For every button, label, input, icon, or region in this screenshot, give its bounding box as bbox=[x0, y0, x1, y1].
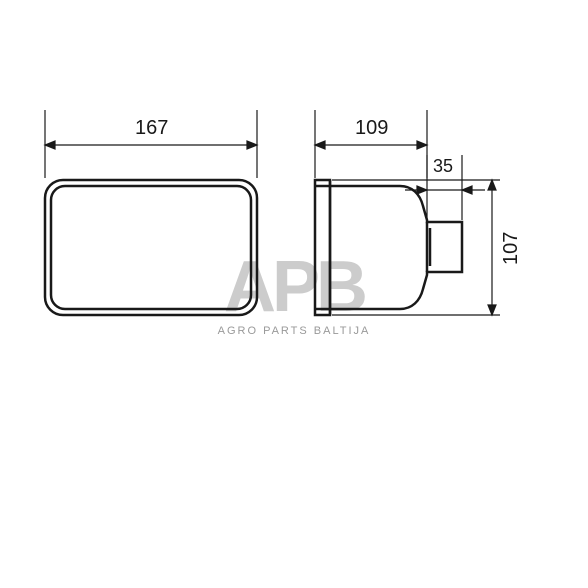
dim-label-107: 107 bbox=[500, 232, 523, 265]
front-view bbox=[45, 180, 257, 315]
side-view bbox=[315, 180, 462, 315]
dimension-lines bbox=[45, 110, 500, 315]
dim-label-167: 167 bbox=[135, 117, 168, 140]
dim-label-35: 35 bbox=[433, 156, 453, 177]
technical-drawing bbox=[0, 0, 588, 588]
dim-label-109: 109 bbox=[355, 117, 388, 140]
